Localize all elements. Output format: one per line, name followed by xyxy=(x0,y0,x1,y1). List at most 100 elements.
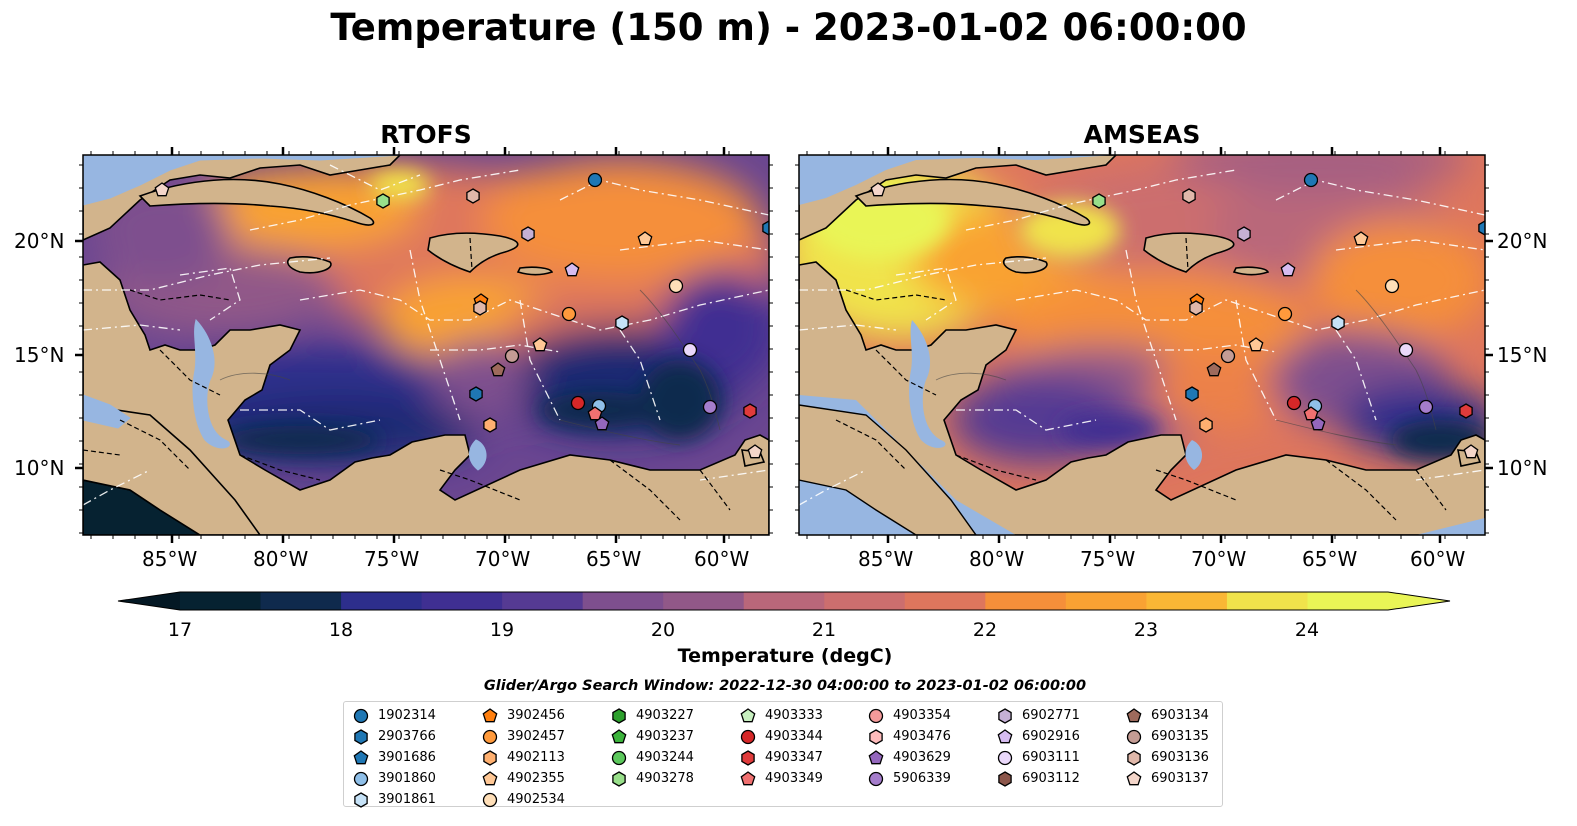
float-marker xyxy=(1248,337,1264,352)
legend-marker xyxy=(612,770,626,787)
float-markers-amseas xyxy=(870,172,1485,459)
legend-label: 4902355 xyxy=(507,771,565,786)
float-markers-rtofs xyxy=(154,172,769,459)
pentagon-marker-icon xyxy=(1126,707,1142,722)
colorbar-band xyxy=(1307,592,1389,610)
float-marker xyxy=(668,278,684,294)
hexagon-marker-icon xyxy=(998,707,1012,724)
legend-label: 3901861 xyxy=(378,792,436,807)
float-marker xyxy=(1478,220,1485,236)
legend-label: 4903333 xyxy=(765,708,823,723)
hexagon-marker-icon xyxy=(354,791,368,808)
float-marker xyxy=(466,188,480,204)
pentagon-marker-icon xyxy=(482,707,498,722)
float-marker xyxy=(1303,406,1319,421)
legend-label: 4903244 xyxy=(636,750,694,765)
legend-item: 6903111 xyxy=(996,747,1080,768)
circle-marker-icon xyxy=(611,750,627,765)
lon-label-75w-left: 75°W xyxy=(364,547,420,571)
legend-label: 4903349 xyxy=(765,771,823,786)
legend-label: 4903629 xyxy=(893,750,951,765)
legend-label: 3901860 xyxy=(378,771,436,786)
lat-label-15n-left: 15°N xyxy=(14,343,65,367)
float-marker xyxy=(1310,416,1326,431)
colorbar-tick-19: 19 xyxy=(489,619,515,641)
hexagon-marker-icon xyxy=(1127,749,1141,766)
legend-title: Glider/Argo Search Window: 2022-12-30 04… xyxy=(483,678,1087,694)
colorbar-band xyxy=(743,592,825,610)
legend-item: 1902314 xyxy=(352,705,436,726)
borders-amseas xyxy=(835,237,1447,521)
hexagon-marker-icon xyxy=(612,707,626,724)
hexagon-marker-icon xyxy=(612,770,626,787)
circle-marker-icon xyxy=(353,708,369,723)
legend-item: 4903227 xyxy=(610,705,694,726)
float-marker xyxy=(1303,172,1319,188)
lakes-rtofs xyxy=(83,155,487,471)
pentagon-marker-icon xyxy=(740,707,756,722)
float-marker xyxy=(615,315,629,331)
legend-marker xyxy=(740,770,756,785)
colorbar-band xyxy=(502,592,584,610)
colorbar-tick-20: 20 xyxy=(650,619,676,641)
circle-marker-icon xyxy=(482,792,498,807)
legend-label: 4903227 xyxy=(636,708,694,723)
legend-label: 4903354 xyxy=(893,708,951,723)
colorbar-label: Temperature (degC) xyxy=(677,645,893,667)
eez-lines-amseas xyxy=(799,169,1485,506)
legend-item: 6903134 xyxy=(1125,705,1209,726)
legend-item: 4903244 xyxy=(610,747,694,768)
colorbar-band xyxy=(341,592,423,610)
legend-label: 6903112 xyxy=(1022,771,1080,786)
legend-item: 4903354 xyxy=(867,705,951,726)
colorbar-tick-18: 18 xyxy=(328,619,354,641)
legend-marker xyxy=(1126,707,1142,722)
float-marker xyxy=(594,416,610,431)
float-marker xyxy=(1286,395,1302,411)
legend-marker xyxy=(353,708,369,723)
legend-item: 4902534 xyxy=(481,789,565,810)
legend-marker xyxy=(483,749,497,766)
lon-label-80w-right: 80°W xyxy=(969,547,1025,571)
float-marker xyxy=(376,193,390,209)
legend-marker xyxy=(1126,770,1142,785)
lon-label-70w-left: 70°W xyxy=(475,547,531,571)
lat-label-15n-right: 15°N xyxy=(1497,343,1548,367)
legend-label: 3901686 xyxy=(378,750,436,765)
float-marker xyxy=(747,444,763,459)
float-marker xyxy=(637,231,653,246)
legend-marker xyxy=(997,750,1013,765)
hexagon-marker-icon xyxy=(741,749,755,766)
float-marker xyxy=(521,226,535,242)
legend-item: 4903629 xyxy=(867,747,951,768)
land-amseas xyxy=(799,155,1485,535)
lon-label-60w-right: 60°W xyxy=(1410,547,1466,571)
float-marker xyxy=(490,362,506,377)
legend-item: 4903347 xyxy=(739,747,823,768)
colorbar-tick-21: 21 xyxy=(811,619,837,641)
hexagon-marker-icon xyxy=(354,728,368,745)
legend-item: 4903237 xyxy=(610,726,694,747)
float-marker xyxy=(762,220,769,236)
legend-item: 6902771 xyxy=(996,705,1080,726)
colorbar-max-extend xyxy=(1388,592,1450,610)
colorbar-band xyxy=(180,592,262,610)
legend-label: 4903237 xyxy=(636,729,694,744)
colorbar-band xyxy=(1226,592,1309,610)
pentagon-marker-icon xyxy=(353,749,369,764)
float-marker xyxy=(1206,362,1222,377)
legend-marker xyxy=(1126,729,1142,744)
lon-label-70w-right: 70°W xyxy=(1191,547,1247,571)
colorbar-band xyxy=(824,592,906,610)
map-frame-amseas xyxy=(798,154,1486,536)
legend-label: 5906339 xyxy=(893,771,951,786)
float-marker xyxy=(587,172,603,188)
float-marker xyxy=(1277,306,1293,322)
legend-item: 5906339 xyxy=(867,768,951,789)
pentagon-marker-icon xyxy=(868,749,884,764)
float-marker xyxy=(1092,193,1106,209)
legend-marker xyxy=(740,729,756,744)
legend-label: 3902456 xyxy=(507,708,565,723)
legend-item: 4903476 xyxy=(867,726,951,747)
legend-item: 4903349 xyxy=(739,768,823,789)
